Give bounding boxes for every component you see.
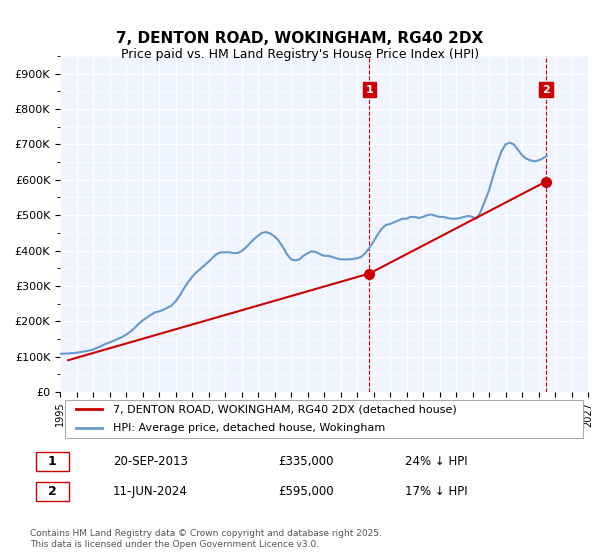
Text: 20-SEP-2013: 20-SEP-2013 [113,455,188,468]
Text: 24% ↓ HPI: 24% ↓ HPI [406,455,468,468]
Text: Price paid vs. HM Land Registry's House Price Index (HPI): Price paid vs. HM Land Registry's House … [121,48,479,60]
Text: 11-JUN-2024: 11-JUN-2024 [113,485,188,498]
FancyBboxPatch shape [35,482,68,501]
Text: 1: 1 [365,85,373,95]
Text: 17% ↓ HPI: 17% ↓ HPI [406,485,468,498]
Text: 1: 1 [48,455,56,468]
Text: HPI: Average price, detached house, Wokingham: HPI: Average price, detached house, Woki… [113,423,385,433]
Text: 2: 2 [542,85,550,95]
Text: Contains HM Land Registry data © Crown copyright and database right 2025.
This d: Contains HM Land Registry data © Crown c… [30,529,382,549]
Text: 2: 2 [48,485,56,498]
Text: £335,000: £335,000 [278,455,334,468]
Text: 7, DENTON ROAD, WOKINGHAM, RG40 2DX (detached house): 7, DENTON ROAD, WOKINGHAM, RG40 2DX (det… [113,404,457,414]
Text: 7, DENTON ROAD, WOKINGHAM, RG40 2DX: 7, DENTON ROAD, WOKINGHAM, RG40 2DX [116,31,484,46]
FancyBboxPatch shape [35,451,68,471]
Text: £595,000: £595,000 [278,485,334,498]
FancyBboxPatch shape [65,400,583,437]
